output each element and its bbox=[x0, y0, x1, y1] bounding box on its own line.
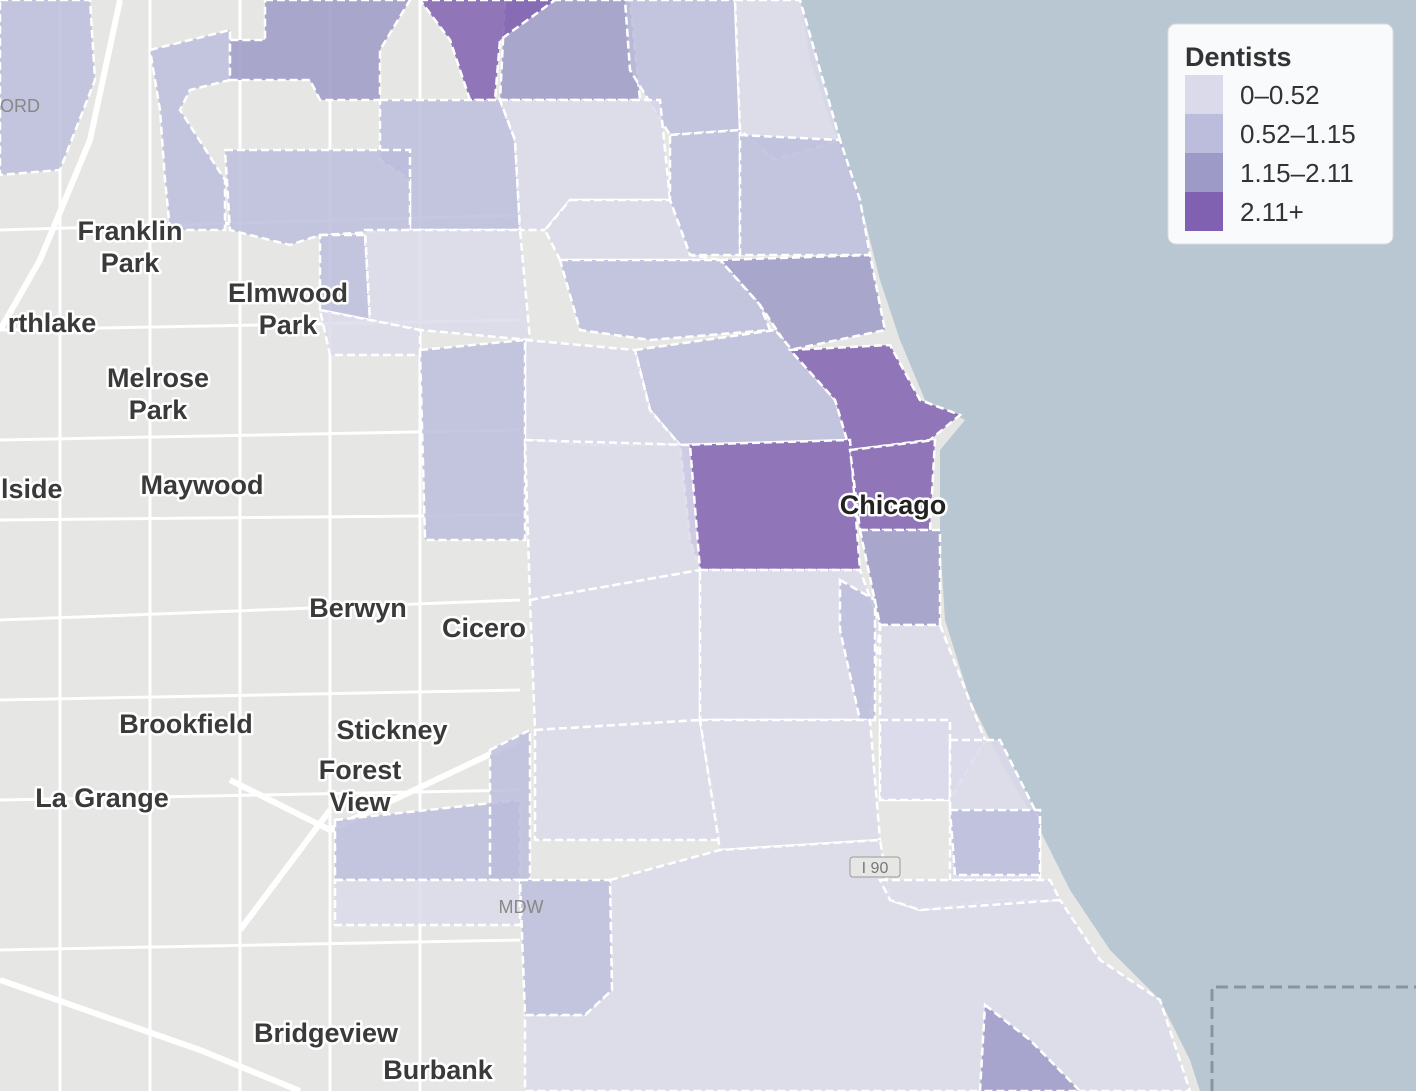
airport-label: ORD bbox=[0, 96, 40, 116]
district bbox=[533, 718, 722, 842]
district bbox=[333, 878, 522, 927]
legend-swatch bbox=[1185, 153, 1223, 192]
place-line: Stickney bbox=[336, 715, 447, 745]
district bbox=[668, 128, 742, 257]
district bbox=[418, 338, 527, 542]
legend-label: 2.11+ bbox=[1240, 197, 1304, 227]
district bbox=[228, 0, 412, 102]
legend: Dentists 0–0.52 0.52–1.15 1.15–2.11 2.11+ bbox=[1167, 23, 1394, 245]
legend-label: 0–0.52 bbox=[1240, 80, 1320, 110]
district bbox=[543, 198, 721, 262]
place-line: Bridgeview bbox=[254, 1018, 399, 1048]
legend-label: 1.15–2.11 bbox=[1240, 158, 1354, 188]
place-line: Cicero bbox=[442, 613, 526, 643]
district bbox=[878, 718, 952, 802]
place-line: View bbox=[329, 787, 391, 817]
district bbox=[498, 98, 672, 232]
district bbox=[0, 0, 97, 177]
place-label: Chicago bbox=[840, 490, 947, 520]
district bbox=[363, 228, 532, 342]
place-label: Forest View bbox=[319, 755, 402, 817]
place-label: Bridgeview bbox=[254, 1018, 399, 1048]
legend-label: 0.52–1.15 bbox=[1240, 119, 1356, 149]
place-label: Stickney bbox=[336, 715, 447, 745]
place-line: Burbank bbox=[383, 1055, 494, 1085]
district bbox=[488, 727, 532, 882]
place-label: Maywood bbox=[140, 470, 263, 500]
lake bbox=[800, 0, 1416, 1091]
legend-title: Dentists bbox=[1185, 42, 1292, 72]
district bbox=[738, 133, 872, 257]
legend-swatch bbox=[1185, 114, 1223, 153]
district bbox=[948, 808, 1042, 877]
place-line: Chicago bbox=[840, 490, 947, 520]
place-line: Maywood bbox=[140, 470, 263, 500]
place-label: Melrose Park bbox=[107, 363, 209, 425]
district bbox=[528, 568, 702, 732]
place-line: Park bbox=[259, 310, 319, 340]
place-line: Franklin bbox=[77, 216, 182, 246]
place-line: Berwyn bbox=[309, 593, 407, 623]
district bbox=[698, 718, 882, 852]
place-line: Park bbox=[129, 395, 189, 425]
highway-label: I 90 bbox=[862, 860, 889, 877]
district bbox=[787, 343, 963, 452]
place-line: Park bbox=[101, 248, 161, 278]
legend-swatch bbox=[1185, 75, 1223, 114]
district bbox=[518, 878, 614, 1017]
district bbox=[418, 0, 558, 102]
place-label: Brookfield bbox=[119, 709, 253, 739]
legend-items: 0–0.52 0.52–1.15 1.15–2.11 2.11+ bbox=[1185, 75, 1356, 231]
place-label: Cicero bbox=[442, 613, 526, 643]
district bbox=[978, 1002, 1082, 1091]
airport-label: MDW bbox=[499, 897, 544, 917]
place-line: La Grange bbox=[35, 783, 169, 813]
place-label: Berwyn bbox=[309, 593, 407, 623]
district bbox=[498, 0, 642, 102]
district bbox=[318, 233, 372, 322]
place-label: llside bbox=[0, 474, 63, 504]
place-label: rthlake bbox=[8, 308, 97, 338]
place-label: La Grange bbox=[35, 783, 169, 813]
boundary bbox=[1210, 985, 1416, 1091]
legend-box bbox=[1167, 23, 1394, 245]
district bbox=[678, 438, 862, 572]
district bbox=[838, 577, 877, 722]
place-line: Elmwood bbox=[228, 278, 348, 308]
place-line: Brookfield bbox=[119, 709, 253, 739]
legend-swatch bbox=[1185, 192, 1223, 231]
district bbox=[877, 878, 1062, 912]
highway-shield bbox=[849, 856, 901, 878]
place-line: Forest bbox=[319, 755, 402, 785]
place-line: Melrose bbox=[107, 363, 209, 393]
place-line: rthlake bbox=[8, 308, 97, 338]
place-label: Franklin Park bbox=[77, 216, 182, 278]
place-line: llside bbox=[0, 474, 63, 504]
place-label: Burbank bbox=[383, 1055, 494, 1085]
place-label: Elmwood Park bbox=[228, 278, 348, 340]
regions bbox=[0, 0, 1192, 1091]
